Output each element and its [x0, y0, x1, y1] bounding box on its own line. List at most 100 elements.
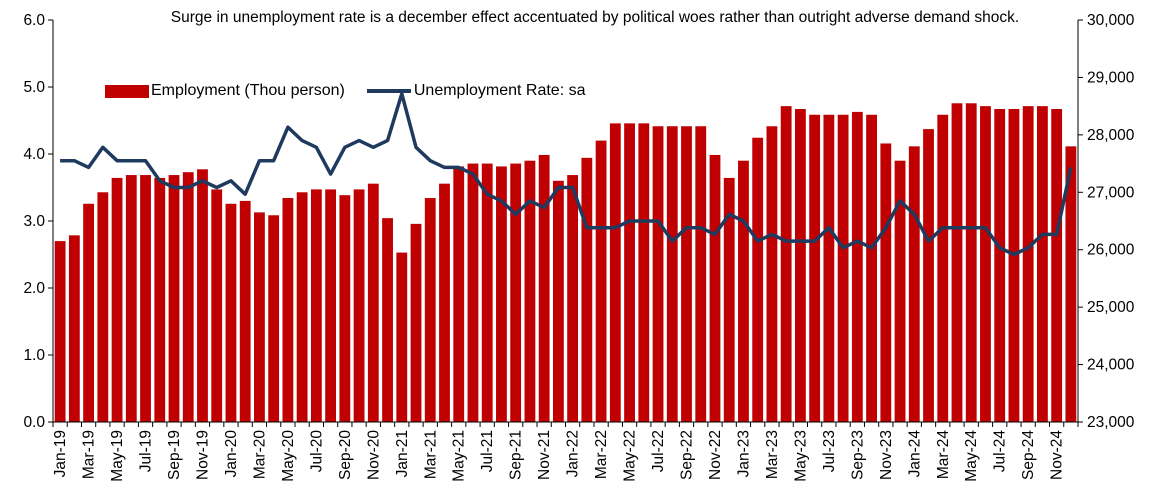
bar-Mar-20 — [254, 212, 265, 422]
x-tick-label: Mar-23 — [764, 430, 781, 479]
x-tick-label: Jul-19 — [138, 430, 155, 472]
y-right-tick-label: 26,000 — [1087, 242, 1135, 259]
bar-Sep-19 — [168, 175, 180, 422]
bar-May-19 — [111, 177, 123, 422]
bar-Nov-22 — [709, 154, 721, 422]
bar-Aug-24 — [1008, 109, 1020, 422]
bar-Jan-22 — [567, 175, 579, 422]
x-tick-label: Jan-24 — [906, 430, 923, 478]
bar-Jun-19 — [125, 175, 137, 422]
bar-Jan-23 — [738, 160, 749, 422]
x-tick-label: Jul-20 — [308, 430, 325, 473]
x-tick-label: Nov-22 — [707, 430, 724, 480]
bar-Nov-23 — [880, 143, 892, 422]
bar-Sep-20 — [339, 195, 351, 422]
bar-Apr-22 — [609, 123, 621, 422]
x-tick-label: May-20 — [280, 430, 297, 482]
bar-Dec-19 — [211, 189, 223, 422]
bar-Jul-20 — [310, 189, 322, 422]
legend-label-employment: Employment (Thou person) — [151, 82, 345, 99]
x-tick-label: Sep-24 — [1020, 430, 1037, 480]
x-tick-label: Mar-21 — [422, 430, 439, 479]
bar-Apr-21 — [439, 183, 450, 422]
x-tick-label: Mar-20 — [251, 430, 268, 479]
y-right-tick-label: 29,000 — [1087, 69, 1135, 86]
bar-May-23 — [794, 109, 806, 422]
bar-Jul-22 — [652, 126, 664, 422]
bar-Jan-21 — [396, 252, 408, 422]
unemployment-line — [60, 91, 1073, 257]
bar-Oct-23 — [866, 114, 877, 422]
bar-Jun-23 — [809, 114, 821, 422]
bar-Jun-22 — [638, 123, 650, 422]
x-tick-label: Sep-20 — [337, 430, 354, 480]
bar-Aug-22 — [666, 126, 678, 422]
bar-Dec-20 — [382, 218, 393, 422]
x-tick-label: Jan-22 — [565, 430, 582, 477]
bar-Oct-21 — [524, 160, 536, 422]
x-tick-label: Sep-21 — [508, 430, 525, 480]
y-right-tick-label: 30,000 — [1087, 12, 1135, 29]
x-tick-label: May-21 — [451, 430, 468, 482]
y-right-tick-label: 28,000 — [1087, 127, 1135, 144]
x-tick-label: Nov-19 — [194, 430, 211, 480]
x-tick-label: Jan-23 — [735, 430, 752, 477]
y-right-tick-label: 23,000 — [1087, 414, 1135, 431]
x-tick-label: Mar-19 — [81, 430, 98, 479]
bar-May-22 — [624, 123, 635, 422]
bar-Mar-22 — [595, 140, 607, 422]
axes — [48, 19, 1083, 427]
bar-Aug-21 — [496, 166, 507, 422]
x-tick-label: Jul-23 — [821, 430, 838, 472]
bar-May-21 — [453, 166, 465, 422]
chart-legend: Employment (Thou person) Unemployment Ra… — [105, 82, 586, 100]
bar-Sep-23 — [851, 111, 863, 422]
bar-Dec-21 — [552, 180, 564, 422]
legend-swatch-unemployment — [366, 89, 411, 93]
legend-label-unemployment: Unemployment Rate: sa — [413, 82, 586, 99]
x-tick-label: Nov-24 — [1049, 430, 1066, 480]
bar-Mar-23 — [766, 126, 778, 422]
bar-Apr-19 — [97, 192, 109, 422]
bar-Feb-22 — [581, 157, 593, 423]
bar-Jul-24 — [994, 109, 1006, 422]
x-tick-label: Jan-21 — [394, 430, 411, 477]
bar-Oct-22 — [695, 126, 707, 422]
bar-Aug-19 — [154, 177, 166, 422]
bar-Mar-24 — [937, 114, 949, 422]
bar-Nov-24 — [1051, 109, 1063, 422]
bar-Jan-24 — [908, 146, 920, 423]
bar-Jun-24 — [980, 106, 991, 423]
x-tick-label: Mar-22 — [593, 430, 610, 479]
x-tick-label: Nov-20 — [365, 430, 382, 480]
x-tick-label: Nov-21 — [536, 430, 553, 480]
x-tick-label: Mar-24 — [935, 430, 952, 479]
bar-Feb-21 — [410, 223, 422, 422]
bar-Nov-19 — [197, 169, 208, 422]
unemployment-rate-line — [60, 91, 1073, 257]
bar-Jan-19 — [54, 241, 66, 422]
bar-Jul-23 — [823, 114, 835, 422]
bar-Nov-21 — [538, 154, 550, 422]
x-tick-label: Sep-22 — [679, 430, 696, 480]
bar-Apr-23 — [780, 106, 792, 423]
tick-labels: 0.0 1.0 2.0 3.0 4.0 5.0 6.0 23,000 24,000 25,000 2… — [23, 12, 1134, 482]
x-tick-label: May-19 — [109, 430, 126, 482]
bar-Sep-22 — [681, 126, 692, 422]
bar-Feb-19 — [68, 235, 80, 422]
y-left-tick-label: 4.0 — [23, 146, 45, 163]
x-tick-label: Jul-22 — [650, 430, 667, 472]
bar-Jan-20 — [225, 203, 237, 422]
bar-Mar-19 — [83, 203, 94, 422]
x-tick-label: May-23 — [792, 430, 809, 482]
y-left-tick-label: 6.0 — [23, 12, 45, 29]
x-tick-label: Jul-21 — [479, 430, 496, 472]
legend-swatch-employment — [105, 84, 149, 98]
y-right-tick-label: 27,000 — [1087, 184, 1135, 201]
bar-Dec-24 — [1065, 146, 1077, 423]
bar-Jun-21 — [467, 163, 479, 423]
bar-Feb-23 — [752, 137, 764, 422]
x-tick-label: Sep-23 — [849, 430, 866, 480]
x-tick-label: May-22 — [622, 430, 639, 482]
